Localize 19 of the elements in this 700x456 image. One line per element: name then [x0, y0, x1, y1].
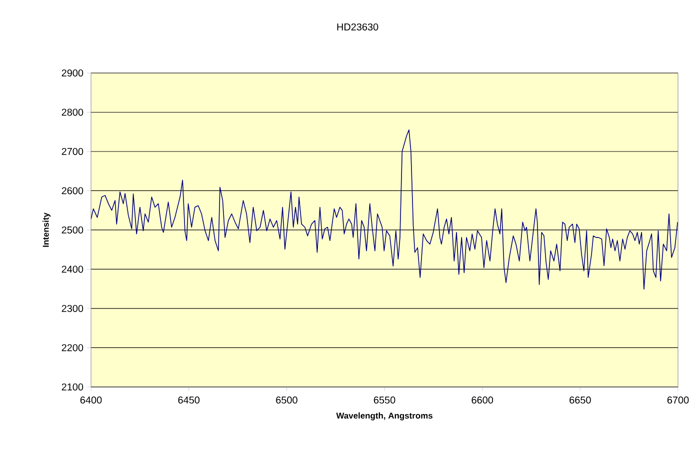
y-tick-label: 2500	[62, 226, 84, 234]
x-axis-title: Wavelength, Angstroms	[336, 412, 432, 420]
x-tick-label: 6450	[178, 396, 200, 404]
x-tick-label: 6550	[374, 396, 396, 404]
x-tick-label: 6700	[667, 396, 689, 404]
y-tick-label: 2800	[62, 108, 84, 116]
y-tick-label: 2200	[62, 344, 84, 352]
x-tick-label: 6400	[80, 396, 102, 404]
y-tick-label: 2400	[62, 266, 84, 273]
chart-title: HD23630	[337, 23, 378, 30]
y-tick-label: 2700	[62, 148, 84, 156]
x-tick-label: 6650	[570, 396, 591, 404]
x-tick-label: 6500	[276, 396, 298, 404]
y-axis-title: Intensity	[42, 212, 50, 247]
y-tick-label: 2600	[62, 187, 84, 194]
y-tick-label: 2100	[62, 383, 84, 391]
x-tick-label: 6600	[472, 396, 494, 404]
y-tick-label: 2900	[62, 69, 84, 77]
y-tick-label: 2300	[62, 304, 84, 312]
